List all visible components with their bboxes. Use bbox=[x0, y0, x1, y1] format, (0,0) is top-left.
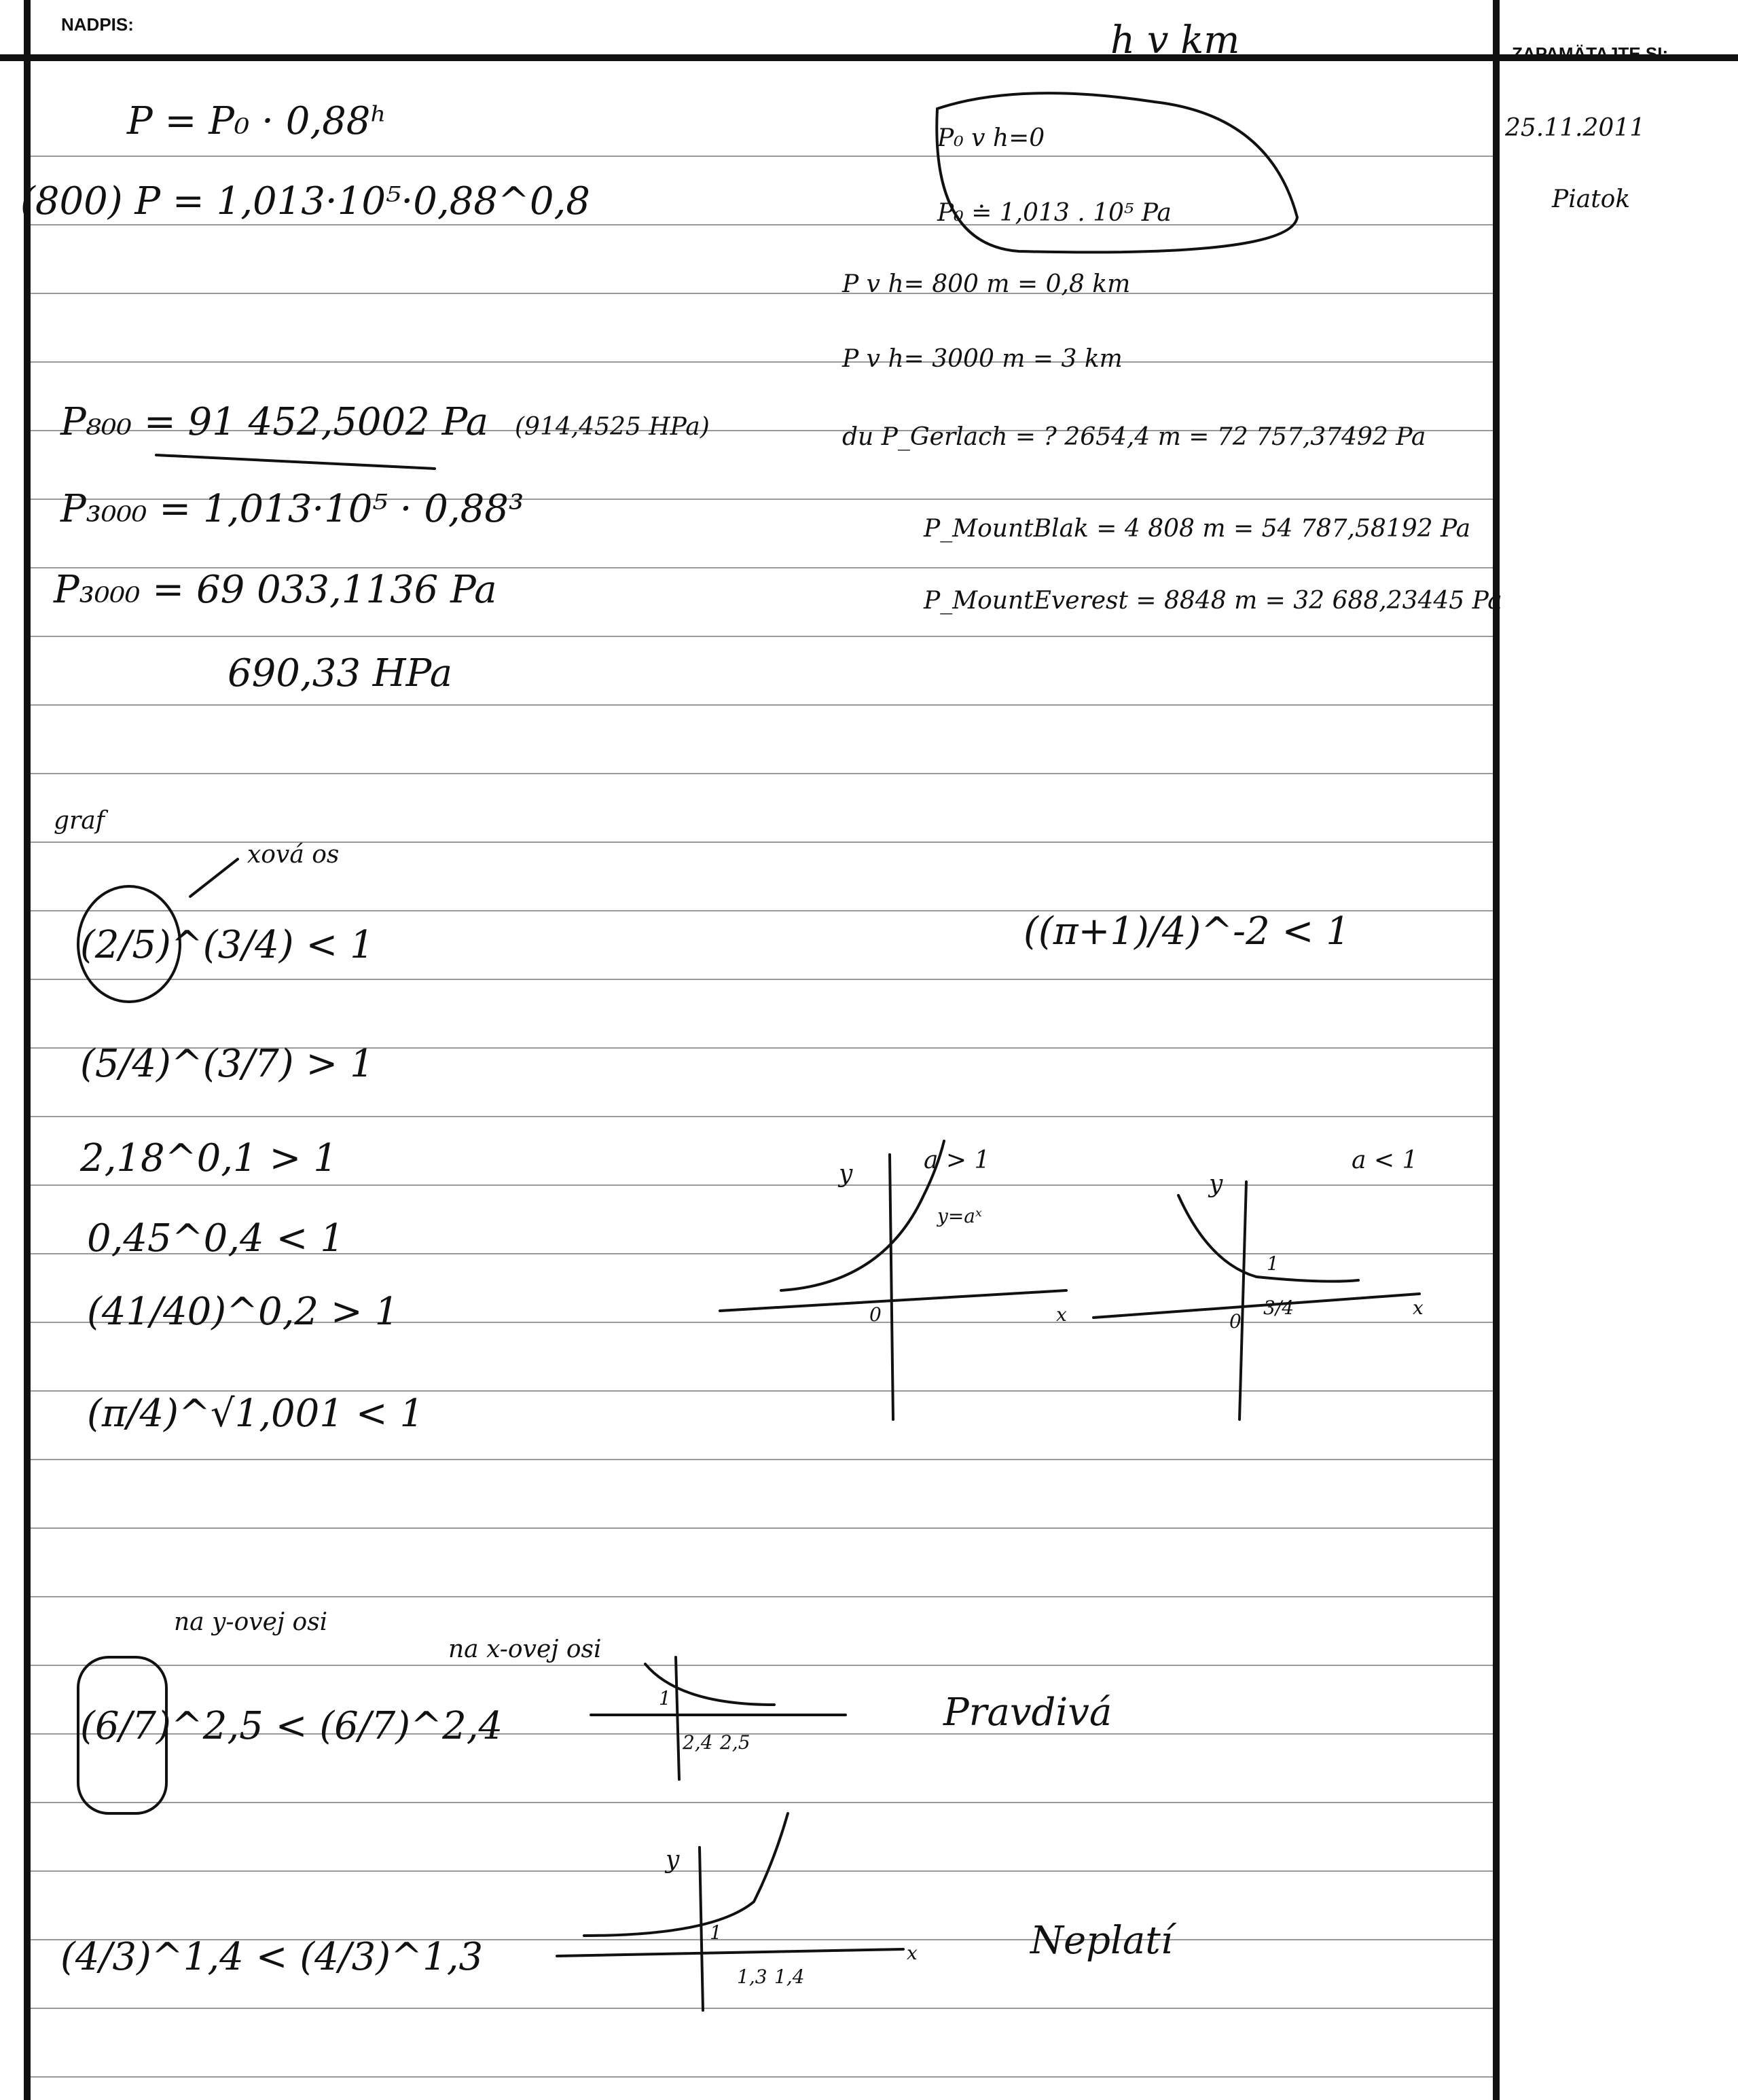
graph-title: a > 1 bbox=[924, 1146, 990, 1174]
graph-label: x bbox=[1413, 1297, 1424, 1319]
graph-label: y bbox=[664, 1846, 680, 1874]
note: xová os bbox=[247, 841, 339, 869]
inequality: ((π+1)/4)^-2 < 1 bbox=[1024, 909, 1350, 954]
note: P v h= 3000 m = 3 km bbox=[841, 345, 1123, 373]
graph-label: 2,5 bbox=[719, 1731, 750, 1754]
graph-label: 1 bbox=[1267, 1252, 1279, 1275]
note: P₀ ≐ 1,013 . 10⁵ Pa bbox=[937, 199, 1172, 227]
graph-label: x bbox=[1056, 1303, 1067, 1326]
note: P₈₀₀ = 91 452,5002 Pa bbox=[60, 400, 488, 444]
day: Piatok bbox=[1551, 185, 1630, 213]
note: du P_Gerlach = ? 2654,4 m = 72 757,37492… bbox=[842, 423, 1426, 451]
note: na y-ovej osi bbox=[174, 1608, 327, 1636]
graph-label: y bbox=[837, 1160, 853, 1188]
graph-label: 1 bbox=[710, 1921, 722, 1944]
inequality: 0,45^0,4 < 1 bbox=[87, 1216, 344, 1261]
verdict: Neplatí bbox=[1029, 1919, 1177, 1963]
note: P₃₀₀₀ = 1,013·10⁵ · 0,88³ bbox=[60, 487, 524, 531]
graph-label: 3/4 bbox=[1263, 1297, 1294, 1319]
circled-note bbox=[935, 92, 1299, 254]
graph-label: 1,3 bbox=[737, 1966, 767, 1988]
graph-label: 0 bbox=[869, 1303, 882, 1326]
header-label: ZAPAMÄTAJTE SI: bbox=[1512, 43, 1668, 64]
note: P = P₀ · 0,88ʰ bbox=[126, 99, 387, 143]
graph-sketch bbox=[590, 1656, 847, 1781]
graph-label: 2,4 bbox=[682, 1731, 713, 1754]
ruled-lines bbox=[27, 156, 1496, 2078]
date: 25.11.2011 bbox=[1504, 114, 1645, 142]
circle bbox=[77, 885, 181, 1003]
note: P v h= 800 m = 0,8 km bbox=[841, 270, 1130, 298]
underline bbox=[155, 454, 436, 470]
inequality: 2,18^0,1 > 1 bbox=[79, 1136, 338, 1180]
inequality: (π/4)^√1,001 < 1 bbox=[87, 1392, 424, 1436]
note: (914,4525 HPa) bbox=[515, 413, 710, 441]
note: P₀ v h=0 bbox=[937, 124, 1045, 152]
header-label: NADPIS: bbox=[61, 14, 134, 35]
note: P_MountEverest = 8848 m = 32 688,23445 P… bbox=[923, 587, 1502, 615]
inequality: (4/3)^1,4 < (4/3)^1,3 bbox=[60, 1935, 483, 1979]
graph-label: 1,4 bbox=[774, 1966, 805, 1988]
graph-label: y=aˣ bbox=[936, 1205, 982, 1227]
arrow bbox=[189, 858, 239, 898]
graph-sketch bbox=[719, 1140, 1068, 1421]
note: (800) P = 1,013·10⁵·0,88^0,8 bbox=[20, 179, 590, 223]
note: graf bbox=[54, 807, 109, 835]
graph-label: 0 bbox=[1229, 1310, 1242, 1333]
graph-label: y bbox=[1208, 1170, 1223, 1198]
inequality: (6/7)^2,5 < (6/7)^2,4 bbox=[80, 1704, 503, 1748]
note: P₃₀₀₀ = 69 033,1136 Pa bbox=[53, 568, 497, 612]
inequality: (5/4)^(3/7) > 1 bbox=[80, 1042, 374, 1086]
note: P_MountBlak = 4 808 m = 54 787,58192 Pa bbox=[923, 515, 1470, 543]
graph-label: x bbox=[907, 1942, 918, 1964]
graph-title: a < 1 bbox=[1352, 1146, 1417, 1174]
note: na x-ovej osi bbox=[448, 1635, 602, 1663]
inequality: (41/40)^0,2 > 1 bbox=[87, 1290, 399, 1334]
circle bbox=[77, 1656, 168, 1815]
graph-sketch bbox=[556, 1812, 905, 2012]
graph-sketch bbox=[1092, 1180, 1421, 1421]
note: 690,33 HPa bbox=[228, 651, 452, 695]
header-note: h v km bbox=[1110, 18, 1239, 62]
verdict: Pravdivá bbox=[943, 1690, 1112, 1735]
graph-label: 1 bbox=[659, 1687, 671, 1709]
inequality: (2/5)^(3/4) < 1 bbox=[80, 923, 374, 967]
